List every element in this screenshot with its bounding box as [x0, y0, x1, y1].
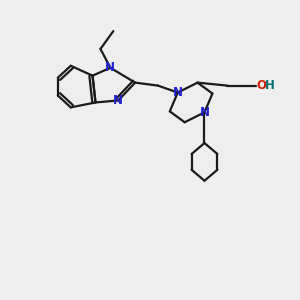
Text: N: N [173, 86, 183, 99]
Text: N: N [200, 106, 209, 119]
Text: H: H [265, 79, 275, 92]
Text: N: N [105, 61, 116, 74]
Text: O: O [256, 79, 266, 92]
Text: N: N [113, 94, 123, 107]
